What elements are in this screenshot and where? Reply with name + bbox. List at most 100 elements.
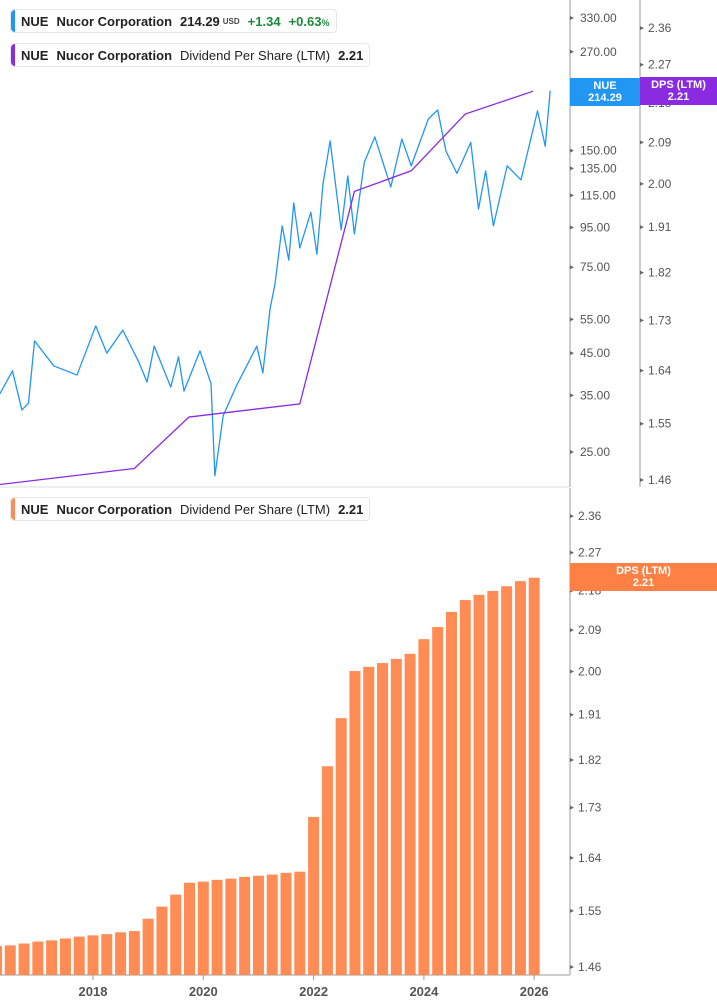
dps-bar[interactable] [59, 938, 71, 975]
dps-bar-tick-label: 1.64 [578, 851, 602, 865]
legend-currency: USD [222, 16, 240, 26]
dps-bar-tick-label: 1.55 [578, 904, 602, 918]
price-last-value-tag: NUE 214.29 [570, 78, 640, 106]
price-tick-mark [570, 317, 574, 322]
pct-sign: % [321, 17, 330, 28]
dps-bar-tick-label: 2.09 [578, 623, 602, 637]
dps-bar[interactable] [266, 874, 278, 975]
dps-bar[interactable] [252, 875, 264, 975]
dps-bar-legend[interactable]: NUE Nucor Corporation Dividend Per Share… [10, 497, 371, 521]
price-tick-mark [570, 49, 574, 54]
price-pane: 330.00 270.00 150.00 135.00 115.00 95.00 75.00… [0, 0, 672, 487]
legend-metric: Dividend Per Share (LTM) [180, 47, 331, 63]
year-tick-label: 2020 [189, 984, 218, 999]
dps-tick-mark [640, 270, 644, 275]
dps-bar[interactable] [225, 878, 237, 975]
dps-bar[interactable] [363, 666, 375, 975]
year-tick-label: 2018 [79, 984, 108, 999]
dps-tick-mark [640, 225, 644, 230]
dps-bar[interactable] [73, 936, 85, 975]
dps-bar[interactable] [514, 581, 526, 975]
dps-bar[interactable] [87, 935, 99, 975]
dps-tick-label: 1.64 [648, 364, 672, 378]
dps-bar[interactable] [473, 594, 485, 975]
dps-bar[interactable] [390, 658, 402, 975]
dps-bar-tick-mark [570, 514, 574, 519]
dps-bar-tick-mark [570, 669, 574, 674]
dps-bar-series-color [11, 498, 15, 520]
price-tick-label: 270.00 [580, 45, 617, 59]
price-tick-label: 75.00 [580, 260, 610, 274]
dps-bar[interactable] [239, 876, 251, 975]
dps-bar[interactable] [170, 894, 182, 975]
legend-company: Nucor Corporation [56, 47, 173, 63]
dps-bar[interactable] [197, 881, 209, 975]
dps-tick-label: 1.73 [648, 313, 672, 327]
dps-bar[interactable] [528, 577, 540, 975]
dps-tick-label: 1.82 [648, 266, 672, 280]
price-series-color [11, 10, 15, 32]
price-legend[interactable]: NUE Nucor Corporation 214.29 USD +1.34 +… [10, 9, 337, 33]
dps-bar-tick-mark [570, 908, 574, 913]
dps-bar[interactable] [101, 934, 113, 975]
dps-bar[interactable] [280, 872, 292, 975]
dps-bar[interactable] [349, 671, 361, 975]
price-tick-label: 135.00 [580, 161, 617, 175]
dps-bar[interactable] [184, 882, 196, 975]
dps-bar-tick-label: 1.82 [578, 753, 602, 767]
legend-price: 214.29 [180, 13, 220, 29]
dps-bar[interactable] [404, 653, 416, 975]
dps-tick-label: 1.55 [648, 417, 672, 431]
dps-line[interactable] [0, 90, 534, 486]
dps-bar[interactable] [501, 586, 513, 975]
price-tick-label: 25.00 [580, 445, 610, 459]
dps-bar[interactable] [418, 639, 430, 975]
price-tick-label: 35.00 [580, 388, 610, 402]
dps-bar[interactable] [294, 871, 306, 975]
price-tick-mark [570, 16, 574, 21]
dps-bar[interactable] [0, 946, 2, 975]
dps-bar[interactable] [432, 627, 444, 975]
change-pct-value: +0.63 [288, 13, 322, 29]
legend-value: 2.21 [338, 47, 364, 63]
price-tick-label: 150.00 [580, 144, 617, 158]
dps-bar[interactable] [156, 906, 168, 975]
tag-value: 214.29 [588, 92, 622, 104]
legend-change-pct: +0.63% [289, 14, 330, 29]
dps-bar[interactable] [115, 932, 127, 975]
dividend-bar-pane: 2.362.272.182.092.001.911.821.731.641.55… [0, 488, 602, 999]
dps-bar[interactable] [321, 766, 333, 975]
dps-bar[interactable] [46, 940, 58, 975]
dps-bar[interactable] [487, 590, 499, 975]
dps-bar[interactable] [18, 943, 30, 975]
dps-line-legend[interactable]: NUE Nucor Corporation Dividend Per Share… [10, 43, 371, 67]
tag-label: DPS (LTM) [651, 79, 706, 91]
dps-bar[interactable] [459, 600, 471, 975]
tag-label: NUE [593, 80, 617, 92]
price-tick-label: 95.00 [580, 220, 610, 234]
dps-bar[interactable] [308, 816, 320, 975]
dps-bar[interactable] [377, 663, 389, 975]
legend-ticker: NUE [21, 47, 49, 63]
legend-value: 2.21 [338, 501, 364, 517]
dps-bar[interactable] [211, 879, 223, 975]
dps-tick-label: 2.00 [648, 177, 672, 191]
dps-bar-tick-label: 1.91 [578, 708, 602, 722]
dps-bar[interactable] [4, 945, 16, 975]
year-tick-label: 2024 [409, 984, 439, 999]
dps-bar[interactable] [335, 718, 347, 975]
dps-bar-tick-mark [570, 712, 574, 717]
dps-tick-label: 2.27 [648, 58, 672, 72]
legend-change: +1.34 [247, 13, 281, 29]
dps-bar-tick-label: 1.73 [578, 801, 602, 815]
dps-bar-tick-label: 2.27 [578, 546, 602, 560]
dps-line-series-color [11, 44, 15, 66]
dps-tick-mark [640, 181, 644, 186]
dps-tick-mark [640, 140, 644, 145]
dps-bar[interactable] [32, 941, 44, 975]
price-line[interactable] [0, 90, 551, 477]
dps-bar[interactable] [128, 931, 140, 975]
dps-bar[interactable] [445, 611, 457, 975]
dps-bar[interactable] [142, 918, 154, 975]
